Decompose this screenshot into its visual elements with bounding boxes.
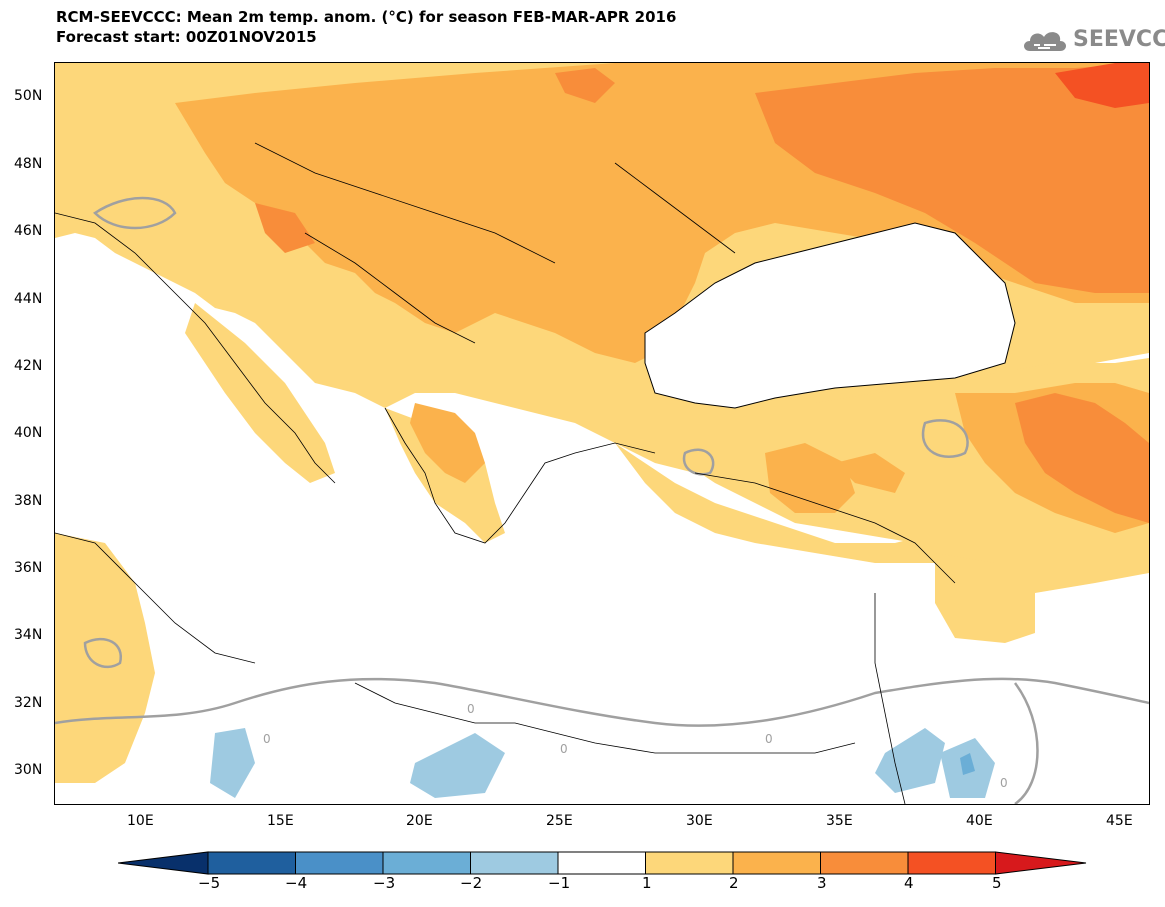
colorbar-label: −2 xyxy=(460,874,483,892)
colorbar-label: 3 xyxy=(817,874,827,892)
coastlines xyxy=(55,142,956,804)
lat-tick-label: 34N xyxy=(14,627,43,643)
anomaly-3-4-small2 xyxy=(255,203,315,253)
anomaly-2-3-greece xyxy=(410,403,485,483)
lat-tick-label: 36N xyxy=(14,560,43,576)
colorbar-label: −5 xyxy=(198,874,221,892)
colorbar-segment xyxy=(732,851,821,875)
forecast-start-label: Forecast start: 00Z01NOV2015 xyxy=(56,28,317,46)
lat-tick-label: 48N xyxy=(14,156,43,172)
colorbar-segment xyxy=(645,851,734,875)
anomaly-cold-libya xyxy=(210,728,255,798)
lon-tick-label: 45E xyxy=(1106,813,1133,829)
anomaly-2-3-turkey-center xyxy=(765,443,855,513)
map-canvas: 0 0 0 0 0 xyxy=(55,63,1149,804)
colorbar-label: −4 xyxy=(285,874,308,892)
cloud-icon xyxy=(1024,32,1066,51)
zero-contours xyxy=(55,196,1149,804)
lat-tick-label: 40N xyxy=(14,425,43,441)
lat-tick-label: 30N xyxy=(14,762,43,778)
colorbar-segment xyxy=(118,851,209,875)
colorbar xyxy=(118,851,1087,875)
lat-tick-label: 50N xyxy=(14,88,43,104)
anomaly-4-5-northeast xyxy=(1055,63,1149,108)
lon-tick-label: 10E xyxy=(127,813,154,829)
anomaly-3-4-caucasus xyxy=(1015,393,1149,523)
anomaly-2-3-turkey-center2 xyxy=(835,453,905,493)
colorbar-segment xyxy=(907,851,996,875)
colorbar-label: 2 xyxy=(729,874,739,892)
lon-tick-label: 20E xyxy=(406,813,433,829)
lat-tick-label: 38N xyxy=(14,493,43,509)
anomaly-1-2-turkey xyxy=(615,443,955,563)
anomaly-1-2-libya-west xyxy=(55,533,155,783)
colorbar-segment xyxy=(470,851,559,875)
anomaly-3-4-small1 xyxy=(555,68,615,103)
black-sea xyxy=(644,222,1016,409)
colorbar-segment xyxy=(820,851,909,875)
lon-tick-label: 40E xyxy=(966,813,993,829)
colorbar-label: 5 xyxy=(992,874,1002,892)
colorbar-segment xyxy=(995,851,1087,875)
anomaly-cold-saudi-core xyxy=(960,753,975,775)
lat-tick-label: 44N xyxy=(14,291,43,307)
colorbar-segment xyxy=(382,851,471,875)
anomaly-map: 0 0 0 0 0 xyxy=(54,62,1150,805)
lon-tick-label: 25E xyxy=(546,813,573,829)
lon-tick-label: 15E xyxy=(267,813,294,829)
contour-label: 0 xyxy=(1000,776,1008,790)
logo-text: SEEVCCC xyxy=(1073,27,1165,52)
colorbar-segment xyxy=(295,851,384,875)
anomaly-1-2-balkans xyxy=(385,408,505,543)
contour-label: 0 xyxy=(560,742,568,756)
lon-tick-label: 30E xyxy=(686,813,713,829)
contour-label: 0 xyxy=(467,702,475,716)
lon-tick-label: 35E xyxy=(826,813,853,829)
anomaly-cold-egypt xyxy=(410,733,505,798)
colorbar-label: −3 xyxy=(373,874,396,892)
lat-tick-label: 42N xyxy=(14,358,43,374)
seevccc-logo: SEEVCCC xyxy=(1020,25,1165,57)
colorbar-segment xyxy=(557,851,646,875)
anomaly-1-2-italy xyxy=(185,303,335,483)
anomaly-3-4-ukraine xyxy=(755,63,1149,293)
contour-label: 0 xyxy=(263,732,271,746)
anomaly-1-2-levant xyxy=(935,553,1035,643)
colorbar-segment xyxy=(207,851,296,875)
map-title: RCM-SEEVCCC: Mean 2m temp. anom. (°C) fo… xyxy=(56,8,677,26)
colorbar-label: −1 xyxy=(548,874,571,892)
lat-tick-label: 32N xyxy=(14,695,43,711)
anomaly-cold-jordan xyxy=(875,728,945,793)
contour-label: 0 xyxy=(765,732,773,746)
colorbar-label: 1 xyxy=(642,874,652,892)
mediterranean-sea xyxy=(135,363,875,753)
colorbar-label: 4 xyxy=(904,874,914,892)
lat-tick-label: 46N xyxy=(14,223,43,239)
